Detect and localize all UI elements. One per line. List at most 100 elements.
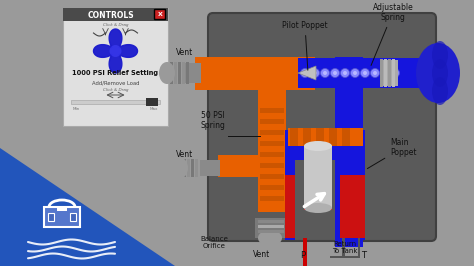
Bar xyxy=(260,119,284,124)
Ellipse shape xyxy=(304,141,332,151)
Circle shape xyxy=(313,71,317,75)
Bar xyxy=(260,135,284,139)
Ellipse shape xyxy=(432,77,448,105)
Bar xyxy=(358,238,360,258)
FancyBboxPatch shape xyxy=(44,207,80,227)
Text: 1000 PSI Relief Setting: 1000 PSI Relief Setting xyxy=(73,70,158,76)
Bar xyxy=(258,225,284,228)
Bar xyxy=(63,8,168,126)
Bar xyxy=(70,213,76,221)
Bar xyxy=(182,62,185,84)
Bar xyxy=(304,146,332,208)
Bar xyxy=(316,128,324,146)
Bar xyxy=(260,108,284,113)
Bar xyxy=(260,141,284,146)
Ellipse shape xyxy=(159,62,175,84)
Bar xyxy=(260,196,284,201)
Bar xyxy=(388,59,391,87)
Bar xyxy=(260,157,284,161)
Text: T: T xyxy=(362,251,366,260)
Bar xyxy=(258,57,286,212)
Text: Click & Drag: Click & Drag xyxy=(103,23,128,27)
Text: Min: Min xyxy=(73,107,80,111)
Bar xyxy=(260,124,284,128)
Bar xyxy=(303,238,307,266)
Bar xyxy=(260,152,284,157)
Bar xyxy=(260,113,284,117)
Text: Pilot Poppet: Pilot Poppet xyxy=(282,21,328,70)
Bar xyxy=(174,62,177,84)
Circle shape xyxy=(373,71,377,75)
Circle shape xyxy=(330,69,339,77)
Text: P: P xyxy=(301,251,306,260)
Bar xyxy=(260,201,284,205)
Bar xyxy=(342,128,350,146)
Text: Adjustable
Spring: Adjustable Spring xyxy=(371,3,413,65)
Circle shape xyxy=(301,69,310,77)
Circle shape xyxy=(353,71,357,75)
Bar xyxy=(288,128,363,146)
Circle shape xyxy=(333,71,337,75)
Bar xyxy=(392,59,395,87)
Bar xyxy=(170,62,173,84)
Circle shape xyxy=(391,69,400,77)
Ellipse shape xyxy=(416,43,460,103)
Bar xyxy=(146,98,158,106)
Bar xyxy=(260,146,284,150)
Bar xyxy=(290,128,298,146)
Polygon shape xyxy=(0,148,175,266)
Bar xyxy=(187,159,190,177)
Circle shape xyxy=(383,71,387,75)
Bar xyxy=(218,155,263,177)
Bar xyxy=(200,160,220,176)
Text: Vent: Vent xyxy=(254,250,271,259)
Ellipse shape xyxy=(304,203,332,213)
Polygon shape xyxy=(93,29,137,73)
Bar xyxy=(260,163,284,168)
Circle shape xyxy=(303,71,307,75)
Circle shape xyxy=(109,45,121,57)
Circle shape xyxy=(361,69,370,77)
Bar xyxy=(191,159,194,177)
Polygon shape xyxy=(285,148,365,238)
Bar xyxy=(258,57,298,90)
Circle shape xyxy=(323,71,327,75)
Text: Max: Max xyxy=(149,107,158,111)
Bar xyxy=(335,57,363,247)
Text: Vent: Vent xyxy=(176,150,193,159)
Circle shape xyxy=(371,69,380,77)
Text: Return
To Tank: Return To Tank xyxy=(332,241,358,254)
Bar xyxy=(329,128,337,146)
Circle shape xyxy=(340,69,349,77)
Bar xyxy=(270,73,278,103)
Ellipse shape xyxy=(432,41,448,69)
FancyBboxPatch shape xyxy=(155,10,165,19)
Bar xyxy=(260,130,284,135)
Bar xyxy=(258,230,284,233)
Ellipse shape xyxy=(432,59,448,87)
Bar xyxy=(260,174,284,179)
Bar xyxy=(384,59,387,87)
Polygon shape xyxy=(285,130,365,240)
Bar xyxy=(255,218,285,238)
Bar xyxy=(260,168,284,172)
Bar xyxy=(260,190,284,194)
Text: Balance
Orifice: Balance Orifice xyxy=(200,236,228,249)
Bar xyxy=(57,207,67,211)
Circle shape xyxy=(393,71,397,75)
Bar xyxy=(260,179,284,183)
Bar xyxy=(71,100,160,104)
Text: Vent: Vent xyxy=(176,48,193,57)
Bar xyxy=(258,220,284,223)
Bar xyxy=(303,128,311,146)
Text: 50 PSI
Spring: 50 PSI Spring xyxy=(200,111,225,130)
Bar xyxy=(48,213,54,221)
Circle shape xyxy=(343,71,347,75)
Bar xyxy=(185,63,201,83)
Text: Main
Poppet: Main Poppet xyxy=(367,138,417,169)
Bar xyxy=(178,62,181,84)
Bar xyxy=(380,60,398,86)
Circle shape xyxy=(381,69,390,77)
Text: Click & Drag: Click & Drag xyxy=(103,88,128,92)
Circle shape xyxy=(363,71,367,75)
